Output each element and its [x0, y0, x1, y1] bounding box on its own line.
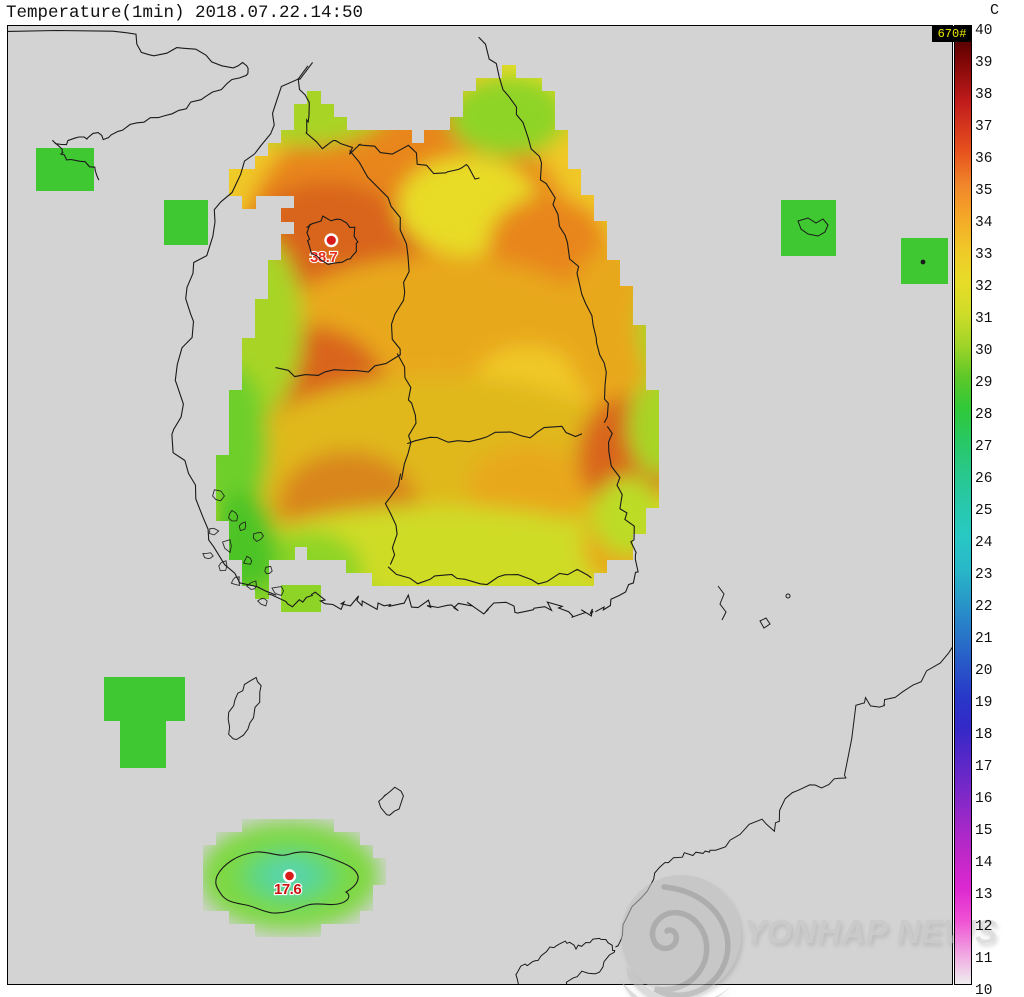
svg-text:17.6: 17.6 [274, 881, 301, 898]
